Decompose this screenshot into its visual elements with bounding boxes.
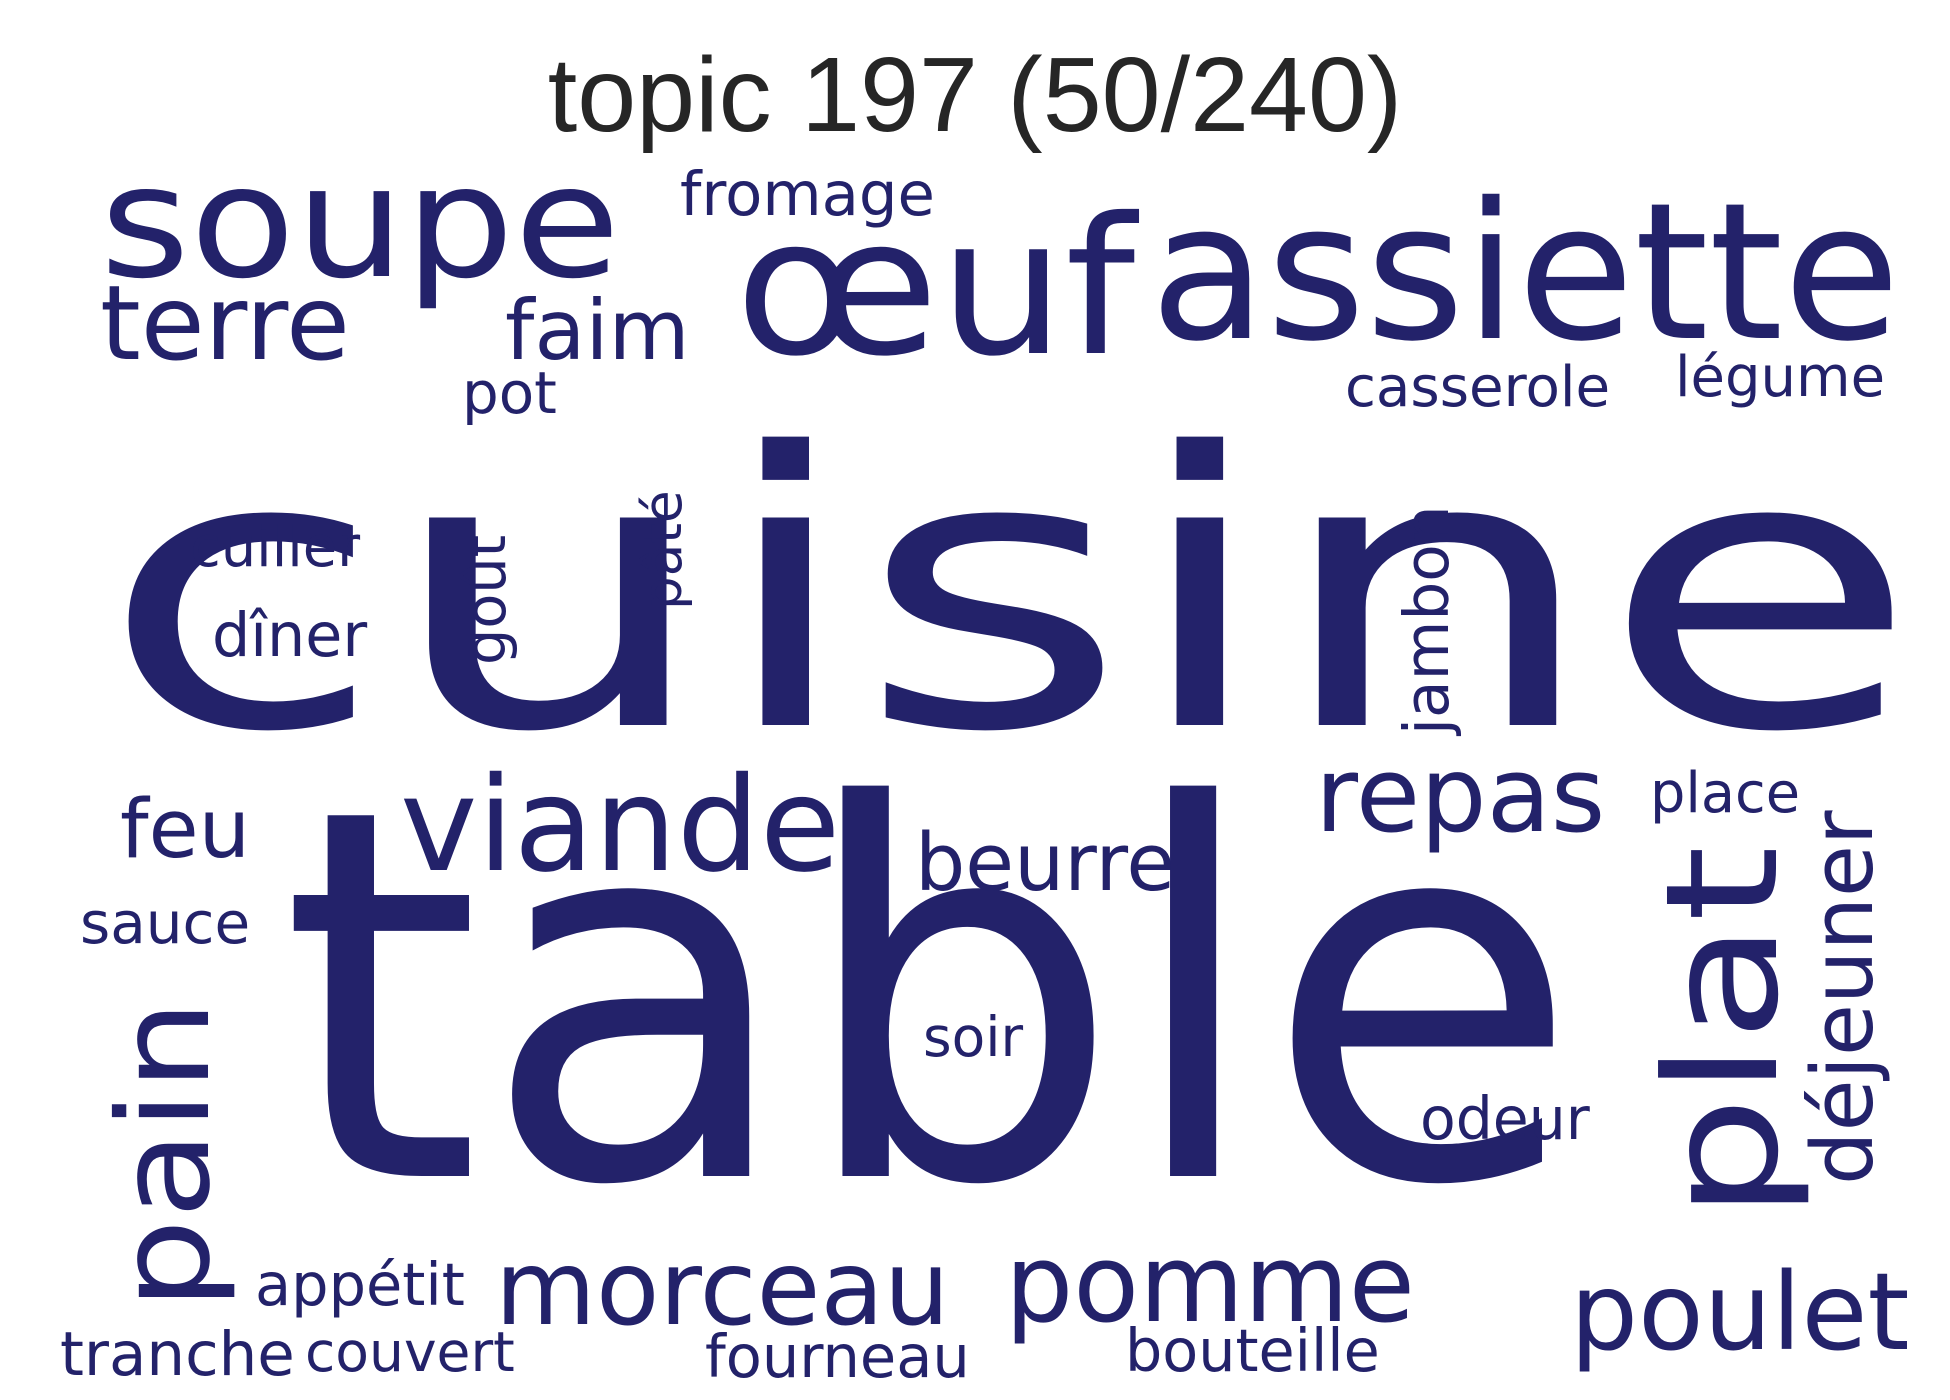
word-table: table bbox=[280, 700, 1581, 1298]
word-casserole: casserole bbox=[1345, 354, 1611, 420]
word-tranche: tranche bbox=[60, 1318, 295, 1390]
word-plat: plat bbox=[1632, 845, 1813, 1220]
word-beurre: beurre bbox=[915, 816, 1176, 909]
word-cuiller: cuiller bbox=[190, 514, 361, 580]
word-cuisine: cuisine bbox=[100, 373, 1920, 815]
word-soir: soir bbox=[923, 1005, 1024, 1069]
word-odeur: odeur bbox=[1420, 1085, 1590, 1153]
word-pain: pain bbox=[90, 999, 238, 1310]
word-morceau: morceau bbox=[495, 1229, 950, 1349]
word-terre: terre bbox=[100, 264, 350, 384]
word-jambon: jambon bbox=[1391, 505, 1463, 735]
word-faim: faim bbox=[505, 281, 690, 379]
word-soupe: soupe bbox=[100, 132, 621, 313]
word-gout: goût bbox=[452, 534, 519, 665]
word-poulet: poulet bbox=[1570, 1250, 1910, 1375]
word-fromage: fromage bbox=[680, 159, 935, 230]
word-pate: pâté bbox=[631, 490, 694, 610]
word-feu: feu bbox=[120, 782, 251, 877]
word-bouteille: bouteille bbox=[1125, 1315, 1380, 1385]
word-pomme: pomme bbox=[1005, 1222, 1415, 1347]
word-assiette: assiette bbox=[1150, 161, 1901, 383]
word-sauce: sauce bbox=[80, 888, 251, 957]
word-pot: pot bbox=[462, 359, 557, 427]
word-dejeuner: déjeuner bbox=[1793, 810, 1892, 1185]
word-legume: légume bbox=[1675, 344, 1886, 410]
word-diner: dîner bbox=[212, 600, 368, 671]
word-appetit: appétit bbox=[255, 1250, 465, 1319]
word-fourneau: fourneau bbox=[705, 1321, 970, 1391]
word-place: place bbox=[1650, 761, 1800, 826]
word-oeuf: œuf bbox=[735, 176, 1136, 398]
word-couvert: couvert bbox=[305, 1319, 515, 1384]
word-repas: repas bbox=[1315, 733, 1606, 856]
word-viande: viande bbox=[400, 748, 841, 901]
chart-title: topic 197 (50/240) bbox=[547, 36, 1403, 154]
